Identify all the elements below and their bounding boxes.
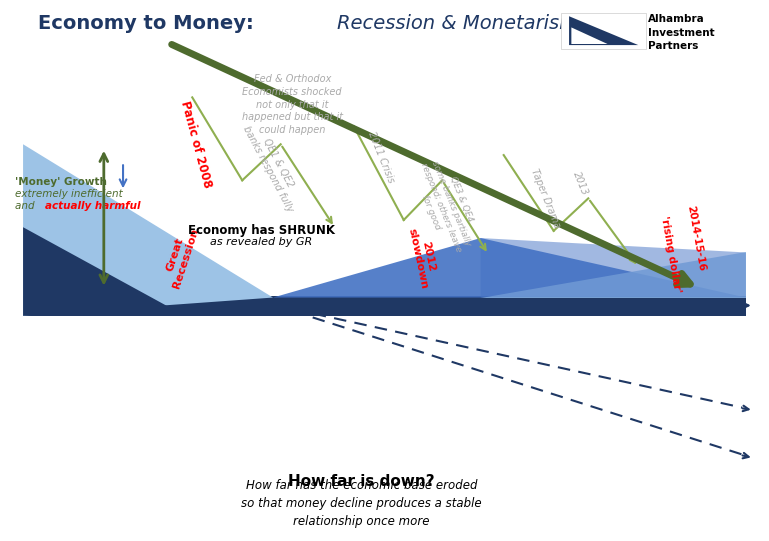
Polygon shape — [571, 28, 608, 44]
Text: 2013: 2013 — [571, 170, 590, 197]
Text: and: and — [15, 201, 38, 211]
Text: Economy has SHRUNK: Economy has SHRUNK — [188, 225, 335, 237]
Text: Fed & Orthodox
Economists shocked
not only that it
happened but that it
could ha: Fed & Orthodox Economists shocked not on… — [241, 74, 343, 135]
Text: 'Money' Growth: 'Money' Growth — [15, 177, 107, 187]
Polygon shape — [23, 296, 746, 315]
Text: 2011 Crisis: 2011 Crisis — [366, 130, 395, 184]
Text: QE3 & QE4
some banks partially
respond; others leave
for good: QE3 & QE4 some banks partially respond; … — [408, 154, 484, 258]
Polygon shape — [481, 253, 746, 298]
Polygon shape — [273, 238, 746, 298]
Text: Recession & Monetarism: Recession & Monetarism — [337, 15, 578, 34]
FancyBboxPatch shape — [561, 12, 646, 49]
Text: Economy to Money:: Economy to Money: — [38, 15, 261, 34]
Text: How far has the economic base eroded
so that money decline produces a stable
rel: How far has the economic base eroded so … — [241, 479, 481, 527]
Text: as revealed by GR: as revealed by GR — [211, 237, 312, 247]
Text: 2014-15-16: 2014-15-16 — [685, 204, 707, 272]
Text: Alhambra
Investment
Partners: Alhambra Investment Partners — [648, 15, 715, 51]
Polygon shape — [23, 227, 185, 315]
Text: 2012
slowdown: 2012 slowdown — [406, 226, 440, 291]
Text: Panic of 2008: Panic of 2008 — [178, 99, 214, 189]
Text: extremely inefficient: extremely inefficient — [15, 189, 123, 199]
Text: 'rising dollar': 'rising dollar' — [659, 215, 682, 293]
Text: Taper Drama: Taper Drama — [530, 167, 562, 229]
Text: How far is down?: How far is down? — [288, 474, 434, 489]
Polygon shape — [569, 16, 638, 45]
Text: QE1 & QE2
banks respond fully: QE1 & QE2 banks respond fully — [241, 118, 305, 214]
Text: actually harmful: actually harmful — [45, 201, 140, 211]
Text: Great
Recession: Great Recession — [161, 223, 201, 289]
Polygon shape — [481, 238, 746, 298]
Polygon shape — [23, 144, 273, 315]
